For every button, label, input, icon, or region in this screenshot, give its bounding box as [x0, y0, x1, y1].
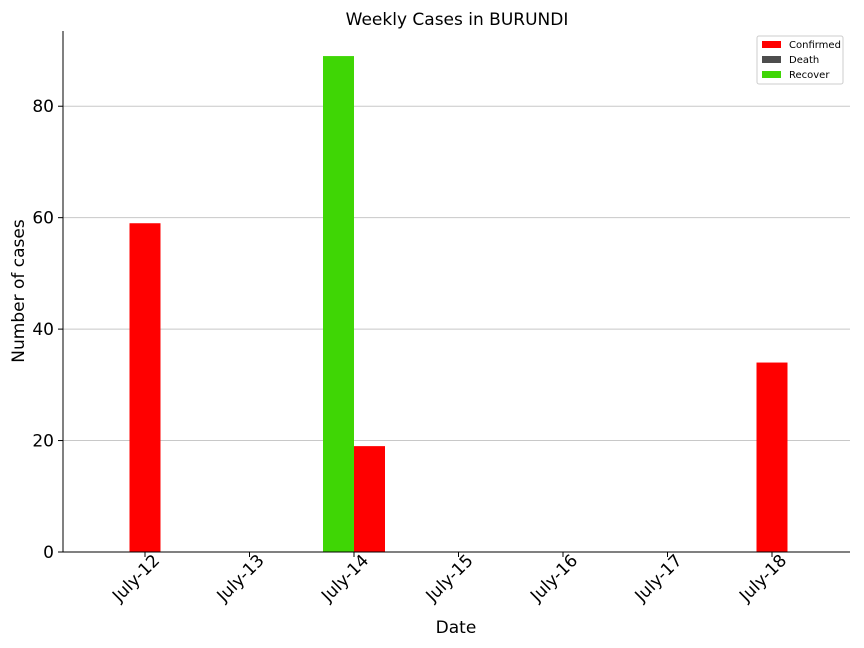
legend-swatch — [762, 41, 781, 48]
bar-confirmed — [129, 223, 161, 552]
x-tick-label: July-16 — [526, 551, 582, 607]
x-tick-label: July-14 — [317, 551, 373, 607]
bar-confirmed — [756, 362, 788, 552]
bars — [129, 56, 788, 553]
legend-label: Confirmed — [789, 40, 841, 51]
legend-label: Recover — [789, 70, 830, 81]
y-tick-label: 0 — [43, 543, 54, 563]
y-tick-label: 40 — [32, 320, 54, 340]
y-axis-title: Number of cases — [9, 219, 29, 363]
legend-label: Death — [789, 55, 819, 66]
legend-swatch — [762, 56, 781, 63]
gridlines — [63, 105, 850, 442]
y-tick-label: 60 — [32, 209, 54, 229]
legend: Confirmed Death Recover — [756, 35, 844, 85]
y-tick-label: 20 — [32, 432, 54, 452]
x-ticks: July-12 July-13 July-14 July-15 July-16 July-… — [108, 551, 791, 607]
legend-swatch — [762, 71, 781, 78]
y-tick-label: 80 — [32, 97, 54, 117]
x-tick-label: July-13 — [213, 551, 269, 607]
x-tick-label: July-15 — [422, 551, 478, 607]
x-tick-label: July-12 — [108, 551, 164, 607]
axes — [62, 31, 850, 553]
bar-recover — [323, 56, 354, 553]
x-tick-label: July-18 — [735, 551, 791, 607]
x-axis-title: Date — [436, 618, 477, 638]
chart-title: Weekly Cases in BURUNDI — [346, 10, 569, 30]
x-tick-label: July-17 — [631, 551, 687, 607]
bar-confirmed — [354, 446, 385, 552]
y-ticks: 0 20 40 60 80 — [32, 97, 63, 563]
